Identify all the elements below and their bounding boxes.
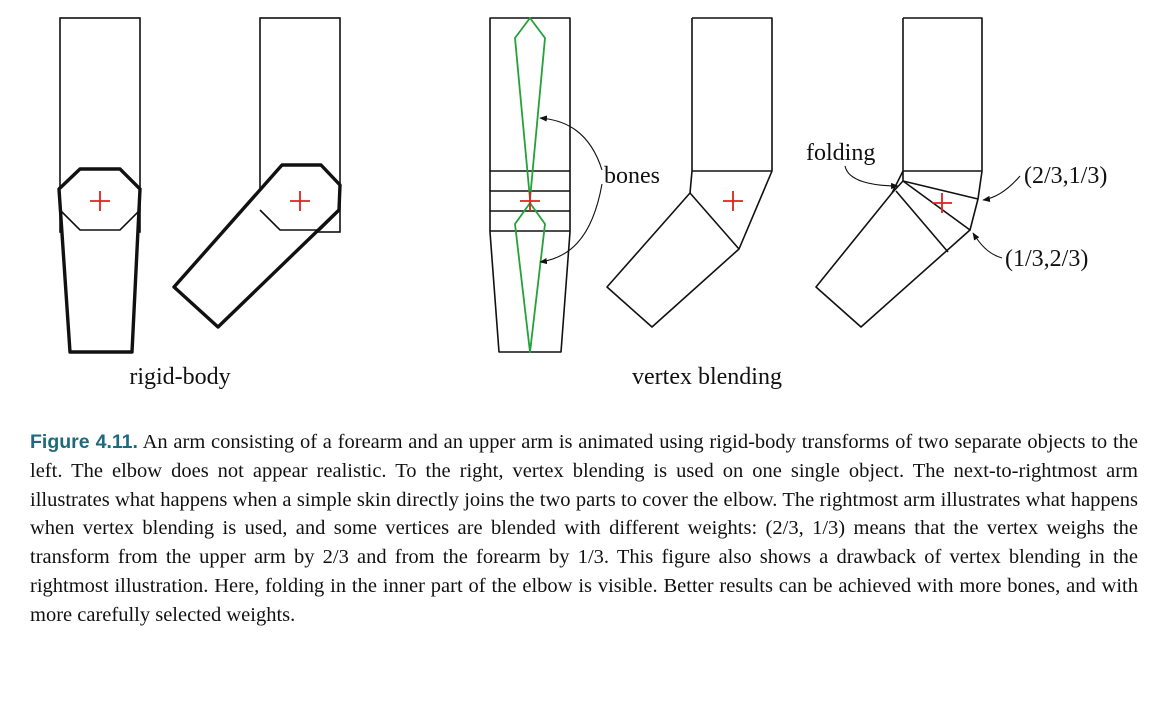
bones-arrow-lower	[539, 183, 603, 265]
rigid-arm-bent	[172, 17, 342, 329]
blend-arm-simple-skin	[606, 17, 773, 328]
lower-bone	[514, 202, 546, 353]
rigid-arm-straight	[57, 17, 142, 354]
label-vertex-blending: vertex blending	[632, 364, 782, 390]
upper-arm-inner-edge	[59, 209, 141, 231]
blend-arm-weighted	[815, 17, 983, 328]
weight-upper-arrow	[982, 175, 1021, 202]
blend-ring-upper	[902, 180, 979, 200]
elbow-seam	[689, 192, 740, 250]
blend-arm-straight	[489, 17, 571, 353]
figure-number: Figure 4.11.	[30, 431, 138, 453]
label-folding: folding	[806, 140, 875, 166]
joint-marker	[932, 193, 952, 213]
label-rigid-body: rigid-body	[129, 364, 230, 390]
forearm-segment	[57, 167, 142, 354]
label-weight-lower: (1/3,2/3)	[1005, 246, 1088, 272]
arm-skinning-diagram: rigid-body bones vertex blending	[57, 17, 1107, 390]
bones-arrow-upper	[539, 115, 603, 171]
blend-ring-lower	[902, 180, 971, 231]
arm-skin-outline	[815, 17, 983, 328]
folding-arrow	[844, 165, 899, 190]
caption-text: An arm consisting of a forearm and an up…	[30, 431, 1138, 626]
label-weight-upper: (2/3,1/3)	[1024, 163, 1107, 189]
weight-lower-arrow	[972, 232, 1003, 259]
upper-arm-inner-edge	[259, 209, 341, 231]
joint-marker	[723, 191, 743, 211]
arm-skin-outline	[606, 17, 773, 328]
arm-skin-outline	[489, 17, 571, 353]
joint-marker	[520, 191, 540, 211]
figure-caption: Figure 4.11. An arm consisting of a fore…	[30, 428, 1138, 630]
joint-marker	[90, 191, 110, 211]
elbow-seam	[895, 190, 949, 253]
forearm-segment	[172, 163, 342, 329]
upper-bone	[514, 17, 546, 200]
label-bones: bones	[604, 163, 660, 189]
joint-marker	[290, 191, 310, 211]
